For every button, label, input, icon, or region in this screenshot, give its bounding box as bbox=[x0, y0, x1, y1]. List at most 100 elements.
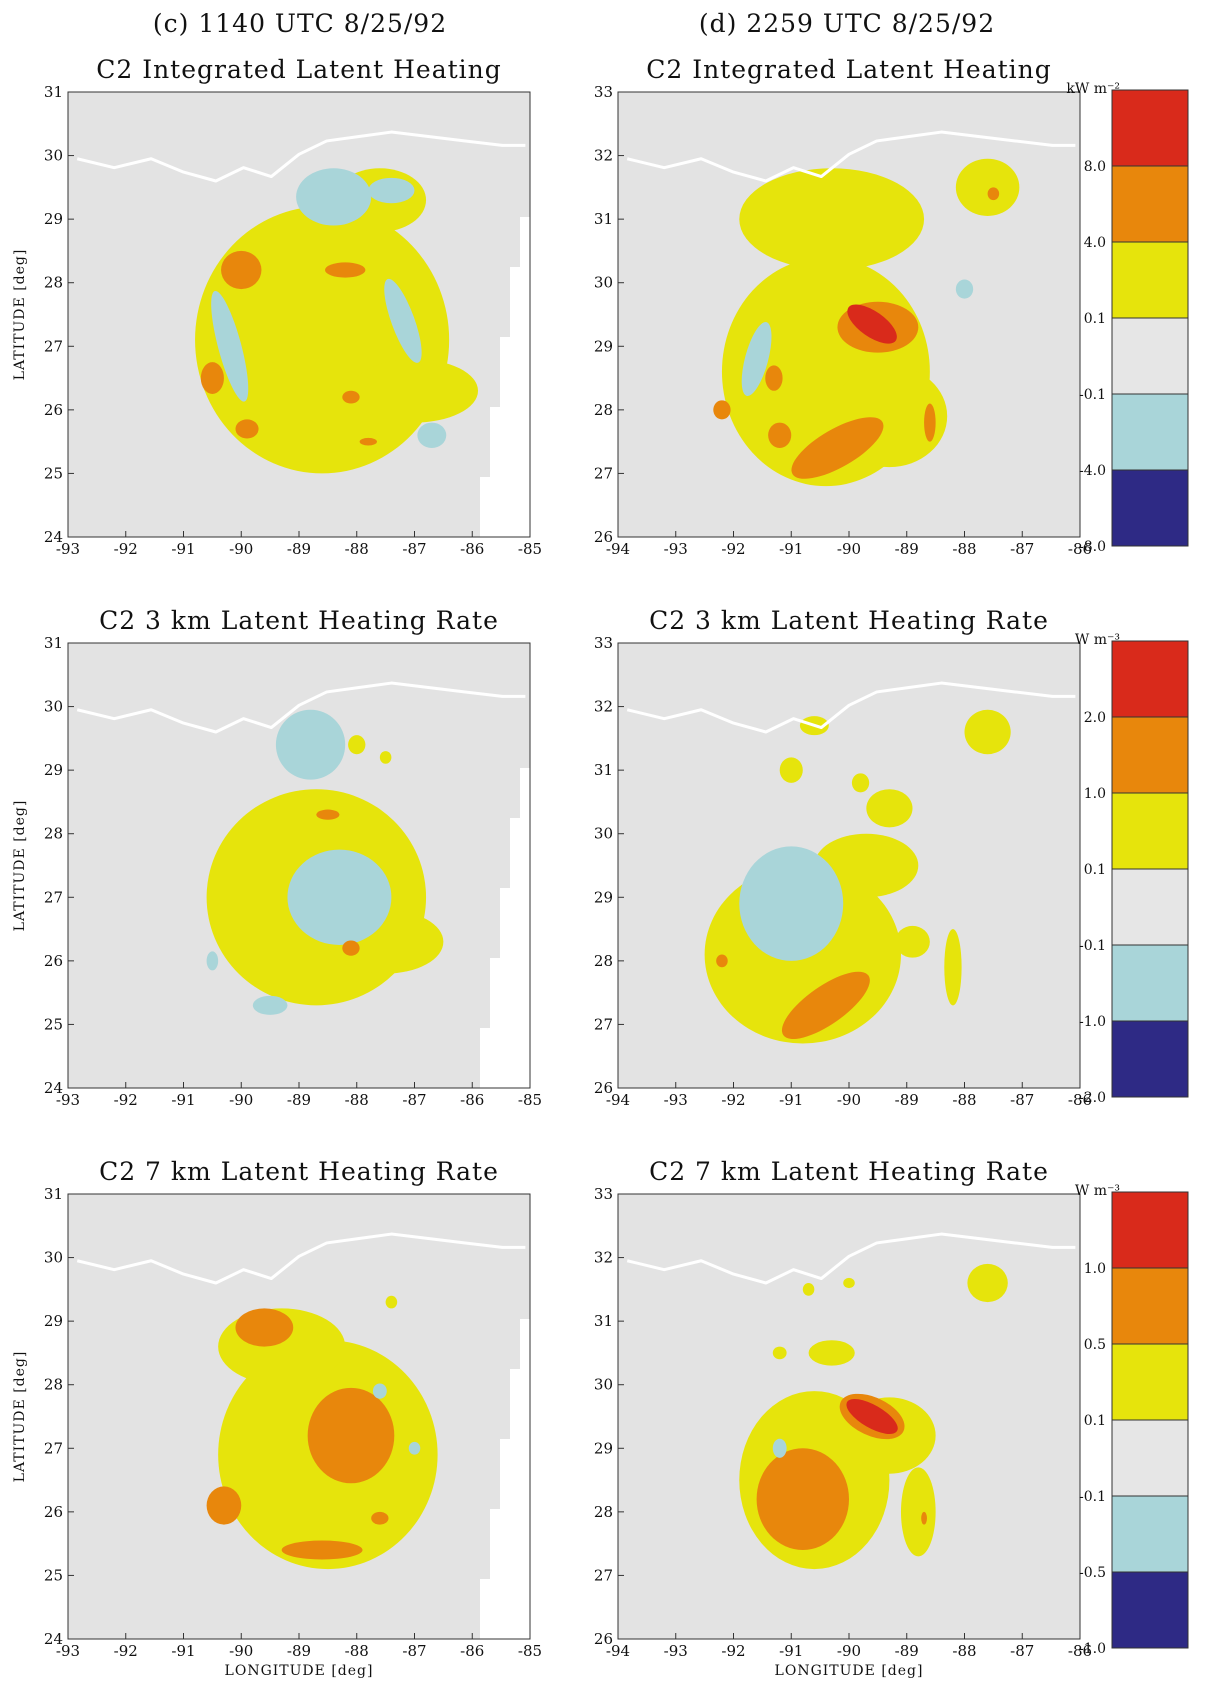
contour-orange bbox=[371, 1511, 389, 1525]
contour-yellow bbox=[772, 1346, 787, 1360]
contour-yellow bbox=[964, 709, 1011, 755]
x-tick-label: -86 bbox=[1068, 1091, 1092, 1109]
y-axis-label: LATITUDE [deg] bbox=[12, 800, 28, 932]
contour-orange bbox=[235, 1308, 294, 1347]
contour-blue bbox=[211, 290, 249, 402]
colorbar-level-label: 8.0 bbox=[1084, 159, 1106, 175]
contour-orange bbox=[342, 940, 360, 956]
y-tick-label: 33 bbox=[594, 634, 613, 652]
x-tick-label: -93 bbox=[56, 540, 80, 558]
x-tick-label: -88 bbox=[952, 1642, 976, 1660]
x-tick-label: -88 bbox=[345, 1091, 369, 1109]
contour-blue bbox=[252, 995, 288, 1015]
contour-orange bbox=[987, 187, 1000, 201]
contour-blue bbox=[739, 846, 844, 961]
colorbar-band-navy bbox=[1111, 1571, 1189, 1649]
y-tick-label: 28 bbox=[44, 274, 63, 292]
colorbar-band-gray bbox=[1111, 868, 1189, 946]
colorbar-band-gray bbox=[1111, 317, 1189, 395]
contour-yellow bbox=[385, 1295, 398, 1309]
panel-title: C2 3 km Latent Heating Rate bbox=[649, 606, 1049, 635]
map-panel-3: C2 3 km Latent Heating Rate -94 -93 -92 -91 -… bbox=[594, 606, 1092, 1109]
contour-yellow bbox=[866, 789, 913, 828]
x-tick-label: -90 bbox=[837, 1091, 861, 1109]
x-tick-label: -93 bbox=[664, 540, 688, 558]
contour-blue bbox=[206, 951, 219, 971]
x-tick-label: -89 bbox=[287, 1642, 311, 1660]
x-tick-label: -94 bbox=[606, 1642, 630, 1660]
colorbar-row-2: W m⁻³ 1.0 0.5 0.1 -0.1 -0.5 -1.0 bbox=[1075, 1183, 1189, 1657]
contour-orange bbox=[716, 954, 728, 968]
no-data-region bbox=[480, 217, 530, 537]
contour-blue bbox=[384, 278, 422, 363]
y-tick-label: 27 bbox=[594, 464, 613, 482]
x-tick-label: -93 bbox=[664, 1091, 688, 1109]
y-tick-label: 27 bbox=[44, 888, 63, 906]
contour-yellow bbox=[944, 929, 962, 1006]
plot-area bbox=[626, 130, 1076, 487]
x-tick-label: -86 bbox=[460, 540, 484, 558]
no-data-region bbox=[480, 768, 530, 1088]
colorbar-level-label: 2.0 bbox=[1084, 710, 1106, 726]
y-tick-label: 26 bbox=[594, 1079, 613, 1097]
contour-yellow bbox=[900, 1467, 936, 1557]
colorbar-level-label: 4.0 bbox=[1084, 235, 1106, 251]
map-panel-1: C2 Integrated Latent Heating -94 -93 -92 -91… bbox=[594, 55, 1092, 558]
x-tick-label: -93 bbox=[56, 1642, 80, 1660]
contour-yellow bbox=[955, 158, 1020, 216]
colorbar-band-yellow bbox=[1111, 792, 1189, 870]
x-tick-label: -87 bbox=[402, 1642, 426, 1660]
y-tick-label: 31 bbox=[44, 83, 63, 101]
contour-yellow bbox=[802, 1283, 815, 1296]
contour-orange bbox=[235, 419, 259, 439]
colorbar-level-label: 1.0 bbox=[1084, 786, 1106, 802]
colorbar-level-label: 0.1 bbox=[1084, 1413, 1106, 1429]
y-tick-label: 31 bbox=[44, 634, 63, 652]
map-panel-2: C2 3 km Latent Heating Rate -93 -92 -91 -90 -… bbox=[12, 606, 542, 1109]
x-tick-label: -92 bbox=[721, 540, 745, 558]
x-tick-label: -85 bbox=[518, 1642, 542, 1660]
contour-red bbox=[847, 304, 897, 344]
x-tick-label: -92 bbox=[721, 1091, 745, 1109]
colorbar-band-orange bbox=[1111, 1267, 1189, 1345]
x-tick-label: -91 bbox=[779, 540, 803, 558]
y-tick-label: 28 bbox=[594, 1503, 613, 1521]
x-tick-label: -87 bbox=[1010, 1091, 1034, 1109]
contour-blue bbox=[955, 279, 974, 299]
x-tick-label: -90 bbox=[229, 540, 253, 558]
contour-yellow bbox=[739, 168, 925, 270]
y-tick-label: 28 bbox=[44, 1376, 63, 1394]
x-tick-label: -91 bbox=[171, 540, 195, 558]
contour-blue bbox=[408, 1441, 421, 1455]
contour-yellow bbox=[348, 735, 366, 755]
y-tick-label: 30 bbox=[594, 274, 613, 292]
contour-yellow bbox=[808, 1340, 855, 1366]
column-header-d: (d) 2259 UTC 8/25/92 bbox=[699, 9, 995, 38]
y-tick-label: 31 bbox=[594, 210, 613, 228]
contour-orange bbox=[791, 417, 884, 479]
x-tick-label: -89 bbox=[287, 1091, 311, 1109]
x-tick-label: -89 bbox=[287, 540, 311, 558]
panel-title: C2 7 km Latent Heating Rate bbox=[99, 1157, 499, 1186]
colorbar-band-red bbox=[1111, 640, 1189, 718]
contour-orange bbox=[921, 1511, 927, 1525]
colorbar-level-label: -0.1 bbox=[1079, 387, 1106, 403]
contour-blue bbox=[275, 709, 346, 780]
y-tick-label: 27 bbox=[44, 337, 63, 355]
contour-orange bbox=[324, 262, 366, 278]
colorbar-band-orange bbox=[1111, 165, 1189, 243]
x-tick-label: -90 bbox=[837, 1642, 861, 1660]
contour-orange bbox=[768, 422, 792, 448]
map-panel-4: C2 7 km Latent Heating Rate -93 -92 -91 -90 -… bbox=[12, 1157, 542, 1679]
panel-title: C2 3 km Latent Heating Rate bbox=[99, 606, 499, 635]
y-axis-label: LATITUDE [deg] bbox=[12, 249, 28, 381]
y-tick-label: 31 bbox=[594, 761, 613, 779]
y-tick-label: 28 bbox=[594, 401, 613, 419]
colorbar-band-gray bbox=[1111, 1419, 1189, 1497]
coastline bbox=[626, 681, 1076, 734]
contour-orange bbox=[316, 809, 340, 820]
y-tick-label: 24 bbox=[44, 1079, 63, 1097]
contour-orange bbox=[924, 403, 936, 442]
colorbar-band-blue bbox=[1111, 944, 1189, 1022]
